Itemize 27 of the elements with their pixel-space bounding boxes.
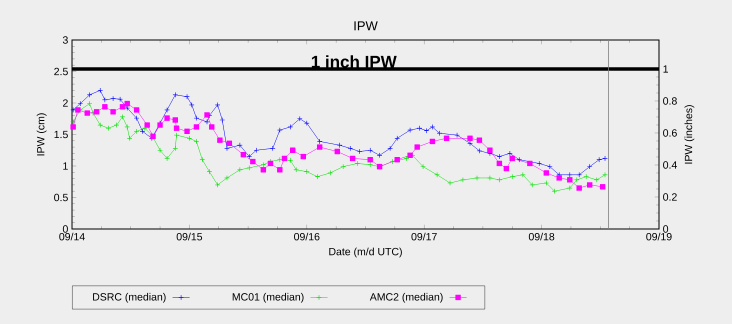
y2-tick-label: 0.4 — [663, 161, 677, 169]
x-tick-label: 09/16 — [294, 232, 320, 240]
x-axis-title: Date (m/d UTC) — [329, 248, 402, 258]
x-tick-label: 09/17 — [411, 232, 437, 240]
y2-tick-label: 0.8 — [663, 97, 677, 105]
y2-tick-label: 1 — [664, 65, 668, 73]
ref-line-label: 1 inch IPW — [312, 55, 397, 68]
x-tick-label: 09/14 — [59, 232, 85, 240]
y2-axis-title: IPW (inches) — [684, 105, 694, 164]
legend-label: MC01 (median) — [232, 292, 304, 303]
y-tick-label: 0 — [62, 225, 68, 233]
y2-tick-label: 0 — [663, 225, 668, 233]
y-tick-label: 2 — [63, 99, 68, 107]
chart-title: IPW — [354, 21, 378, 30]
y2-tick-label: 0.6 — [663, 129, 677, 137]
y-tick-label: 1.5 — [54, 130, 68, 138]
x-tick-label: 09/18 — [528, 232, 554, 240]
y-tick-label: 1 — [63, 162, 68, 170]
x-tick-label: 09/15 — [176, 232, 202, 240]
y2-tick-label: 0.2 — [663, 193, 677, 201]
y-tick-label: 2.5 — [54, 68, 68, 76]
legend-label: AMC2 (median) — [370, 292, 443, 303]
legend-label: DSRC (median) — [93, 292, 166, 303]
y-tick-label: 0.5 — [54, 194, 68, 202]
y-tick-label: 3 — [62, 36, 68, 44]
y-axis-title: IPW (cm) — [36, 113, 47, 156]
x-tick-label: 09/19 — [646, 232, 672, 240]
